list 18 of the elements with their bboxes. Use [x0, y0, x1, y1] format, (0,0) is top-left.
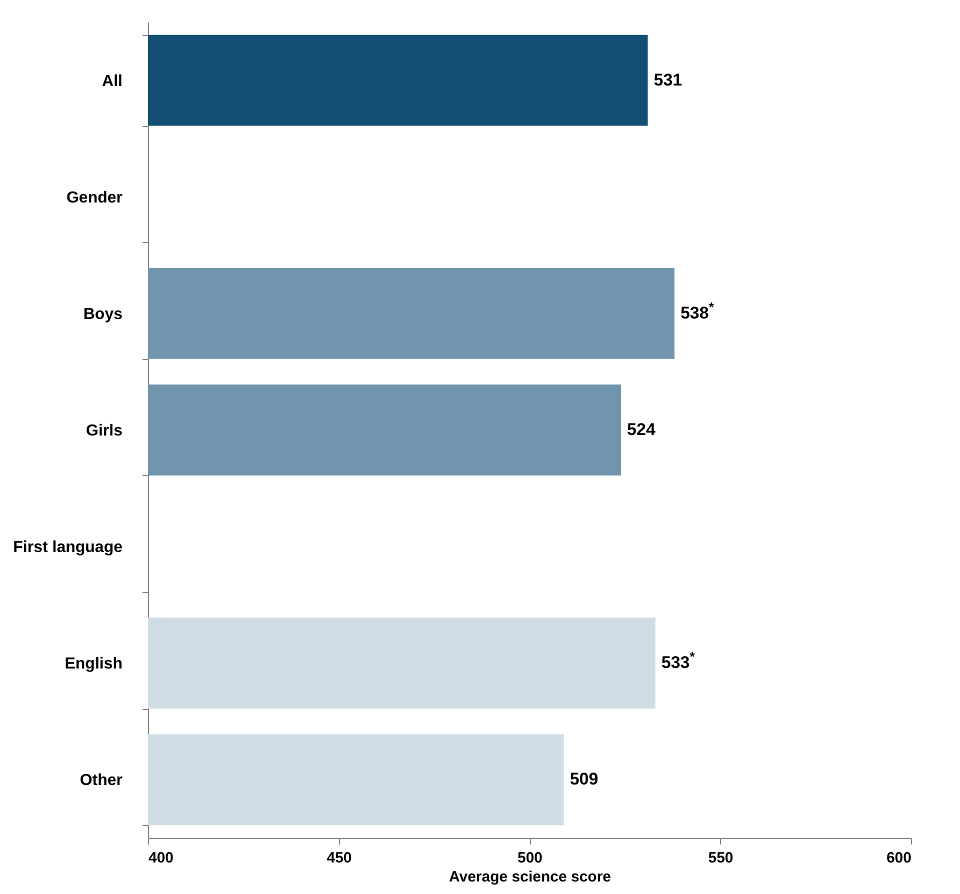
data-label: 538$^{*}$ — [680, 298, 715, 322]
x-tick-label: 550 — [708, 850, 734, 866]
y-tick-label: Other — [80, 772, 122, 790]
y-tick-label: Gender — [66, 189, 122, 206]
data-label: 524 — [627, 420, 656, 439]
data-label: 533$^{*}$ — [661, 648, 696, 672]
x-axis-title: Average science score — [448, 868, 612, 886]
x-tick-label: 450 — [326, 850, 352, 866]
data-label: 509 — [570, 770, 598, 789]
x-tick-label: 500 — [517, 850, 543, 866]
y-tick-label: Boys — [83, 306, 123, 323]
y-tick-label: First language — [13, 539, 123, 556]
y-tick-label: All — [102, 72, 122, 90]
x-tick-label: 600 — [886, 850, 912, 866]
x-tick-label: 400 — [148, 850, 174, 866]
y-tick-label: English — [64, 656, 122, 673]
y-tick-label: Girls — [86, 422, 123, 440]
data-label: 531 — [654, 70, 682, 90]
